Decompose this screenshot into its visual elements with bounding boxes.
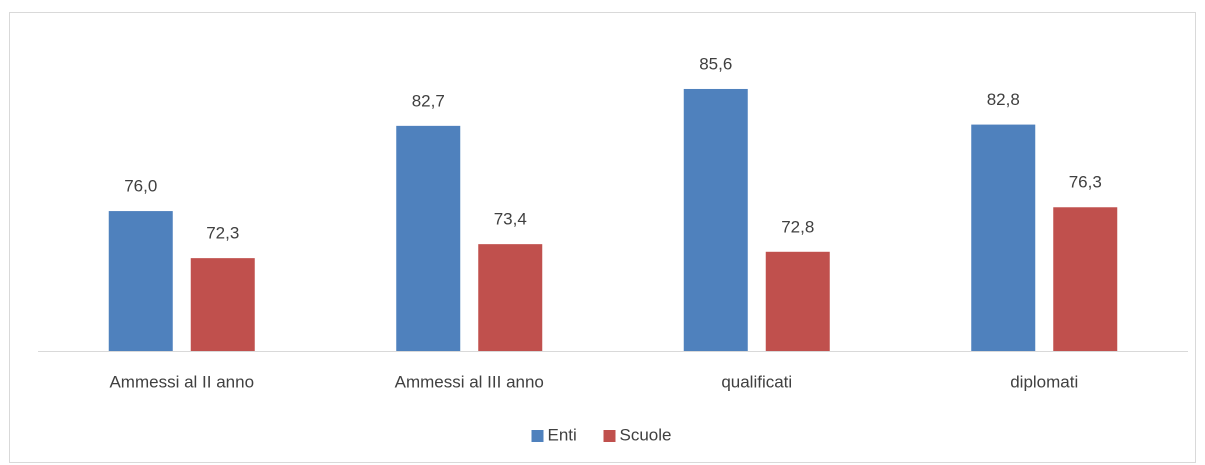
data-label: 85,6: [699, 54, 732, 73]
data-label: 82,8: [987, 90, 1020, 109]
legend-swatch: [531, 430, 544, 442]
legend-swatch: [603, 430, 616, 442]
bar: [190, 258, 255, 351]
bar: [765, 251, 830, 351]
bar: [108, 211, 173, 351]
x-tick-label: Ammessi al II anno: [109, 372, 254, 391]
legend-label: Enti: [548, 425, 577, 444]
data-label: 73,4: [494, 210, 527, 229]
bar: [396, 125, 461, 351]
bar: [683, 88, 748, 351]
data-label: 72,8: [781, 217, 814, 236]
bar: [971, 124, 1036, 351]
x-tick-label: diplomati: [1010, 372, 1078, 391]
x-tick-label: Ammessi al III anno: [395, 372, 544, 391]
x-tick-label: qualificati: [721, 372, 792, 391]
data-label: 82,7: [412, 91, 445, 110]
legend-label: Scuole: [620, 425, 672, 444]
data-label: 76,3: [1069, 173, 1102, 192]
bar: [1053, 207, 1118, 351]
data-label: 72,3: [206, 224, 239, 243]
bar: [478, 244, 543, 351]
data-label: 76,0: [124, 177, 157, 196]
